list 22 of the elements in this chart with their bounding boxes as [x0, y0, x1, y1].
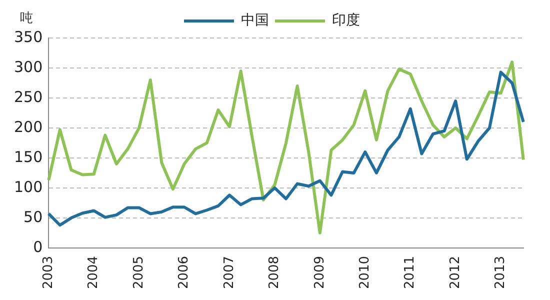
x-tick-label: 2004 — [86, 256, 102, 290]
x-tick-label: 2003 — [41, 256, 56, 290]
y-tick-label: 250 — [14, 88, 43, 106]
y-tick-label: 350 — [14, 28, 43, 46]
x-tick-label: 2005 — [131, 256, 146, 290]
x-tick-label: 2012 — [448, 256, 463, 290]
x-tick-label: 2013 — [493, 256, 508, 290]
legend-label: 印度 — [332, 12, 360, 29]
x-tick-label: 2010 — [358, 256, 373, 290]
x-tick-label: 2009 — [312, 256, 328, 290]
y-tick-label: 200 — [14, 118, 43, 136]
x-tick-label: 2007 — [222, 256, 237, 290]
x-tick-label: 2008 — [267, 256, 282, 290]
legend-label: 中国 — [241, 12, 269, 29]
x-tick-label: 2006 — [176, 256, 192, 290]
y-tick-label: 50 — [24, 208, 43, 226]
x-tick-label: 2011 — [402, 256, 418, 290]
y-tick-label: 100 — [14, 178, 43, 196]
y-tick-label: 150 — [14, 148, 43, 166]
y-tick-label: 300 — [14, 58, 43, 76]
y-axis-title: 吨 — [20, 10, 33, 26]
y-tick-label: 0 — [33, 238, 43, 256]
